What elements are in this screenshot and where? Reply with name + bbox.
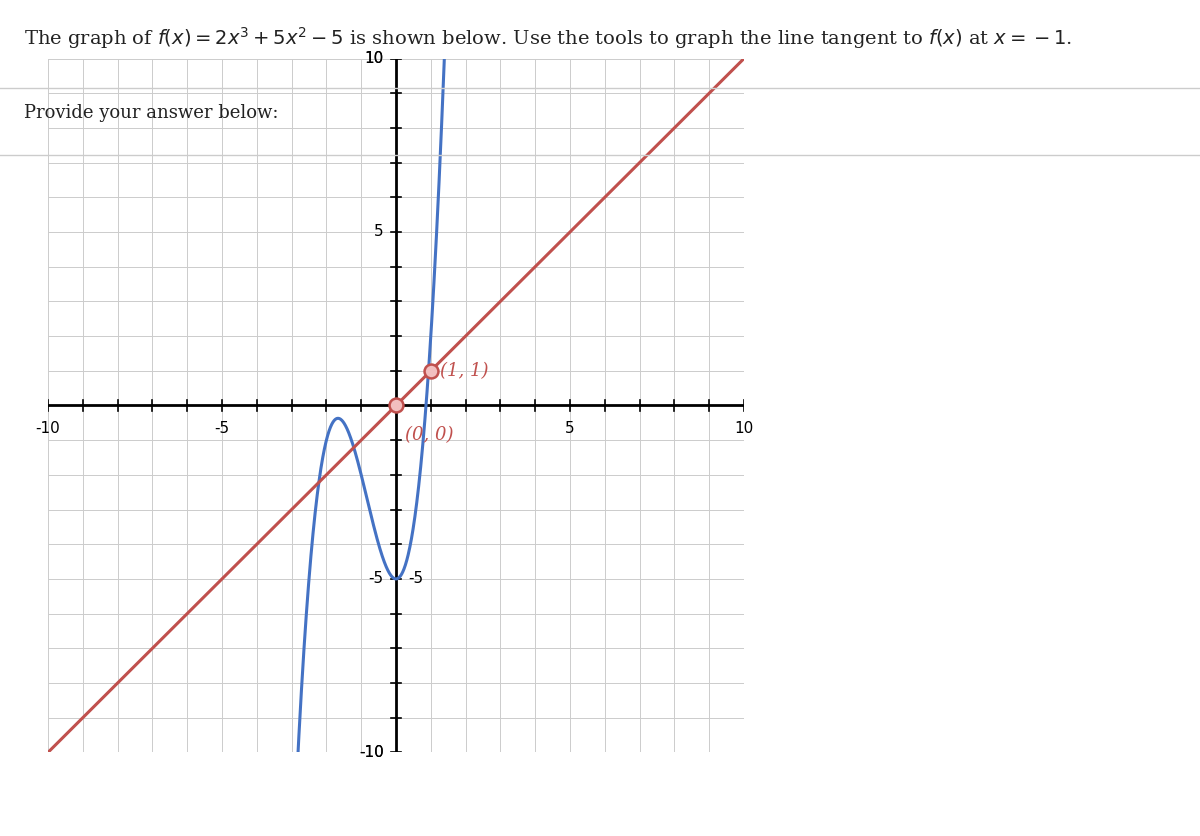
- Text: -10: -10: [36, 421, 60, 436]
- Text: (1, 1): (1, 1): [439, 362, 488, 380]
- Text: 10: 10: [734, 421, 754, 436]
- Text: Provide your answer below:: Provide your answer below:: [24, 104, 278, 123]
- Text: -5: -5: [408, 572, 424, 586]
- Text: The graph of $f(x) = 2x^3 + 5x^2 - 5$ is shown below. Use the tools to graph the: The graph of $f(x) = 2x^3 + 5x^2 - 5$ is…: [24, 25, 1072, 51]
- Text: 10: 10: [365, 51, 384, 66]
- Text: -10: -10: [359, 745, 384, 760]
- Text: (0, 0): (0, 0): [404, 426, 454, 444]
- Text: 10: 10: [365, 51, 384, 66]
- Text: -10: -10: [359, 745, 384, 760]
- Text: -5: -5: [215, 421, 229, 436]
- Text: 5: 5: [374, 225, 384, 239]
- Text: -5: -5: [368, 572, 384, 586]
- Text: 5: 5: [565, 421, 575, 436]
